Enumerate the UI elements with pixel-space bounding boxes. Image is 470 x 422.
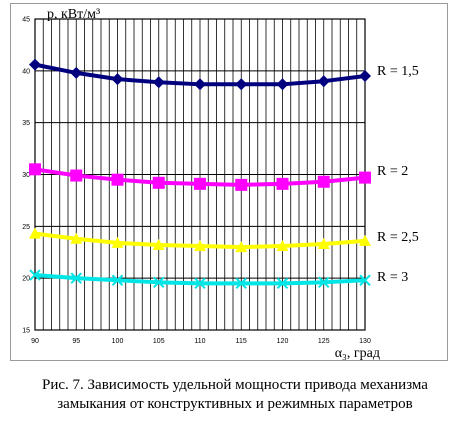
y-tick-label: 25 (22, 224, 30, 231)
data-point (194, 277, 206, 290)
data-point (194, 240, 206, 252)
x-tick-label: 95 (72, 338, 80, 345)
y-tick-label: 20 (22, 276, 30, 283)
data-point (70, 66, 83, 79)
x-tick-label: 105 (153, 338, 165, 345)
data-point (359, 274, 371, 286)
x-tick-label: 100 (112, 338, 124, 345)
caption-line-1: Рис. 7. Зависимость удельной мощности пр… (42, 377, 428, 393)
data-point (29, 269, 41, 281)
y-tick-label: 35 (22, 120, 30, 127)
data-point (111, 173, 124, 186)
data-point (152, 76, 165, 89)
caption-line-2: замыкания от конструктивных и режимных п… (57, 396, 413, 412)
x-tick-label: 120 (277, 338, 289, 345)
series-label: R = 2 (377, 164, 408, 179)
data-point (70, 272, 82, 284)
series-3 (29, 227, 371, 253)
x-tick-label: 130 (359, 338, 371, 345)
figure-caption: Рис. 7. Зависимость удельной мощности пр… (0, 376, 470, 414)
data-point (152, 176, 165, 189)
data-point (152, 238, 165, 250)
chart-frame (10, 3, 448, 361)
x-tick-label: 90 (31, 338, 39, 345)
data-point (235, 277, 247, 290)
data-point (29, 58, 41, 71)
y-tick-label: 30 (22, 172, 30, 179)
series-2 (29, 163, 371, 191)
x-tick-label: 115 (236, 338, 247, 345)
data-point (276, 177, 289, 190)
labels-layer: p, кВт/м³ α₃, град R = 1,5 R = 2 R = 2,5 R = … (47, 7, 419, 361)
series-4 (29, 269, 371, 290)
data-point (29, 163, 41, 176)
data-point (276, 240, 289, 252)
data-point (111, 236, 124, 248)
y-axis-label: p, кВт/м³ (47, 7, 100, 22)
data-point (276, 277, 289, 290)
data-point (235, 241, 248, 253)
data-point (359, 234, 371, 246)
series-label: R = 1,5 (377, 64, 419, 79)
x-tick-label: 125 (318, 338, 330, 345)
data-point (29, 227, 41, 239)
data-point (111, 274, 124, 286)
data-point (70, 232, 83, 244)
series-label: R = 3 (377, 270, 408, 285)
x-tick-label: 110 (194, 338, 205, 345)
data-point (111, 73, 124, 86)
series-label: R = 2,5 (377, 230, 419, 245)
data-point (359, 171, 371, 184)
data-point (359, 70, 371, 83)
data-point (235, 78, 248, 91)
y-tick-label: 15 (22, 328, 30, 335)
y-tick-label: 45 (22, 17, 30, 24)
data-point (194, 78, 206, 91)
data-point (235, 178, 248, 191)
data-point (317, 175, 330, 188)
data-point (70, 169, 83, 182)
series-1 (29, 58, 371, 91)
y-tick-label: 40 (22, 68, 30, 75)
series-layer (29, 58, 371, 290)
data-point (318, 276, 330, 289)
x-axis-label: α₃, град (335, 346, 380, 361)
data-point (317, 75, 330, 88)
data-point (153, 276, 165, 289)
data-point (276, 78, 289, 91)
data-point (317, 237, 330, 249)
data-point (194, 177, 206, 190)
